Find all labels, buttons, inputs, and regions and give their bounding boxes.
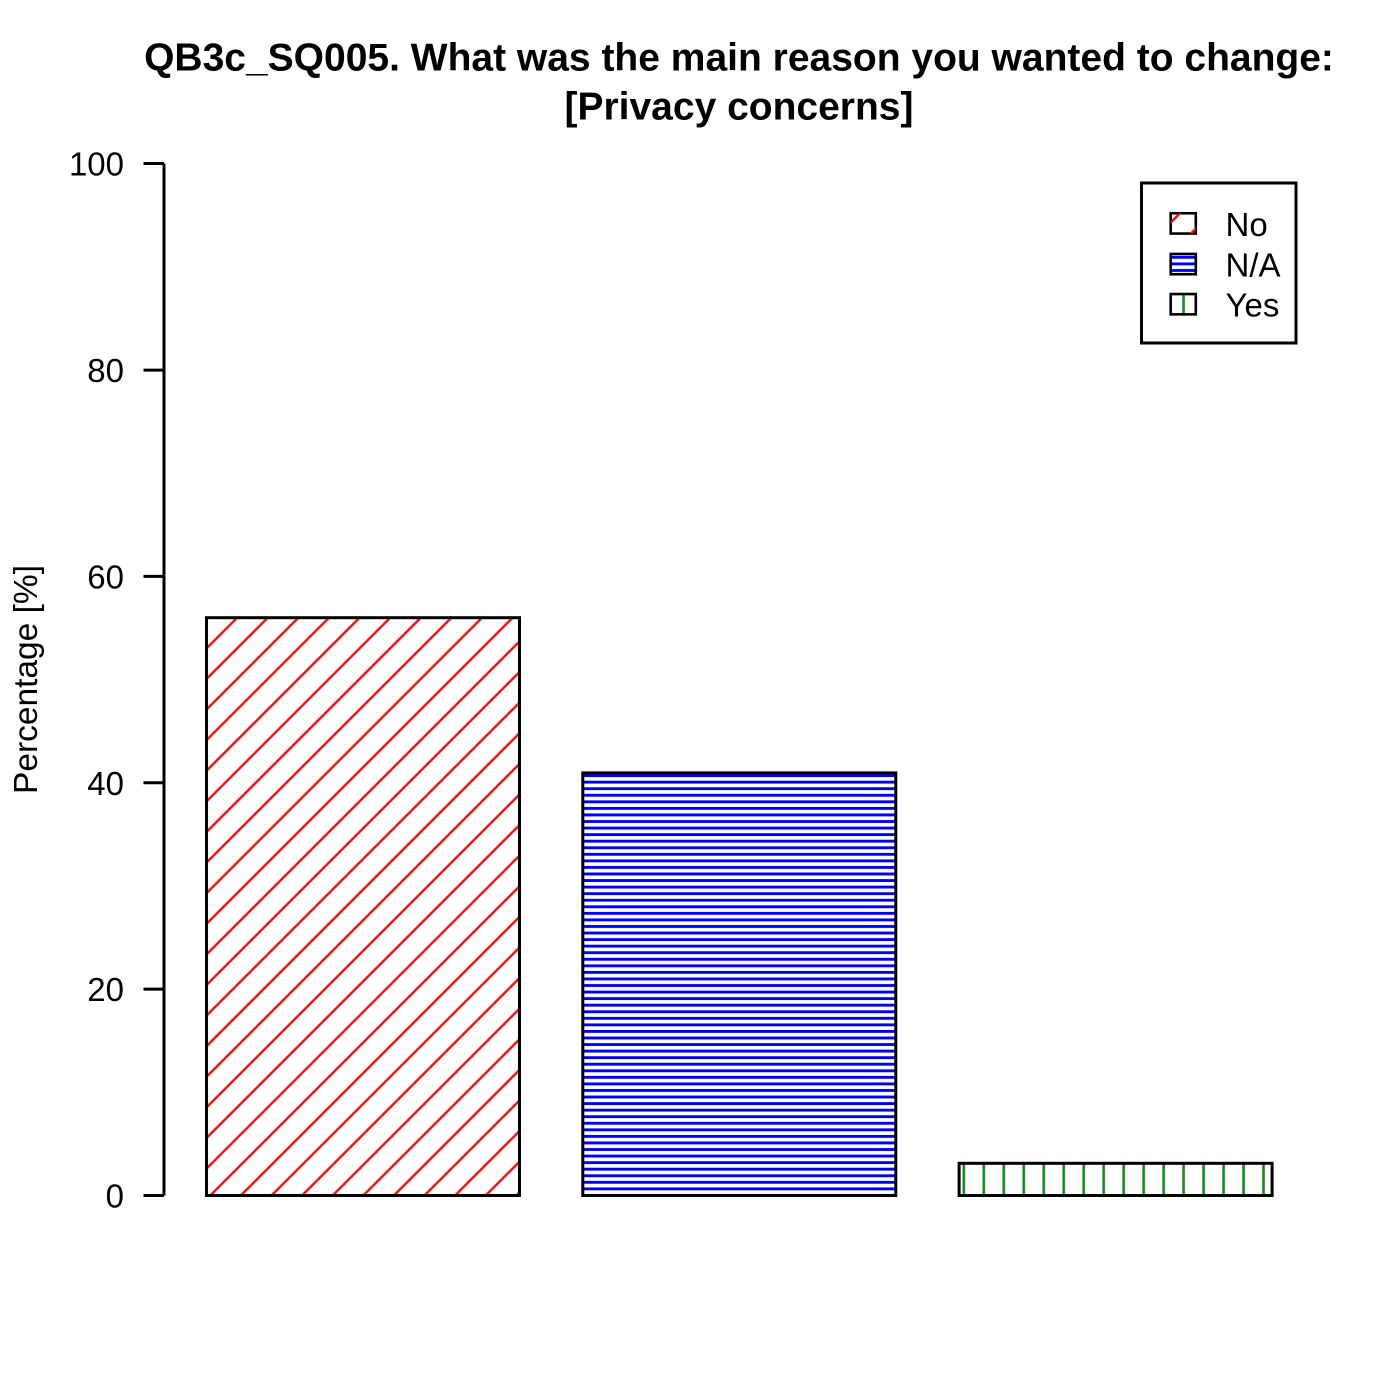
svg-text:80: 80 [87, 352, 124, 389]
svg-text:100: 100 [69, 146, 124, 183]
svg-text:N/A: N/A [1226, 247, 1281, 284]
svg-text:60: 60 [87, 558, 124, 595]
svg-text:[Privacy concerns]: [Privacy concerns] [564, 86, 913, 129]
svg-text:QB3c_SQ005. What was the main: QB3c_SQ005. What was the main reason you… [144, 37, 1334, 80]
svg-text:Percentage [%]: Percentage [%] [8, 565, 45, 794]
svg-text:Yes: Yes [1226, 287, 1280, 324]
svg-text:40: 40 [87, 765, 124, 802]
svg-text:0: 0 [106, 1178, 124, 1215]
svg-text:20: 20 [87, 971, 124, 1008]
svg-text:No: No [1226, 206, 1268, 243]
